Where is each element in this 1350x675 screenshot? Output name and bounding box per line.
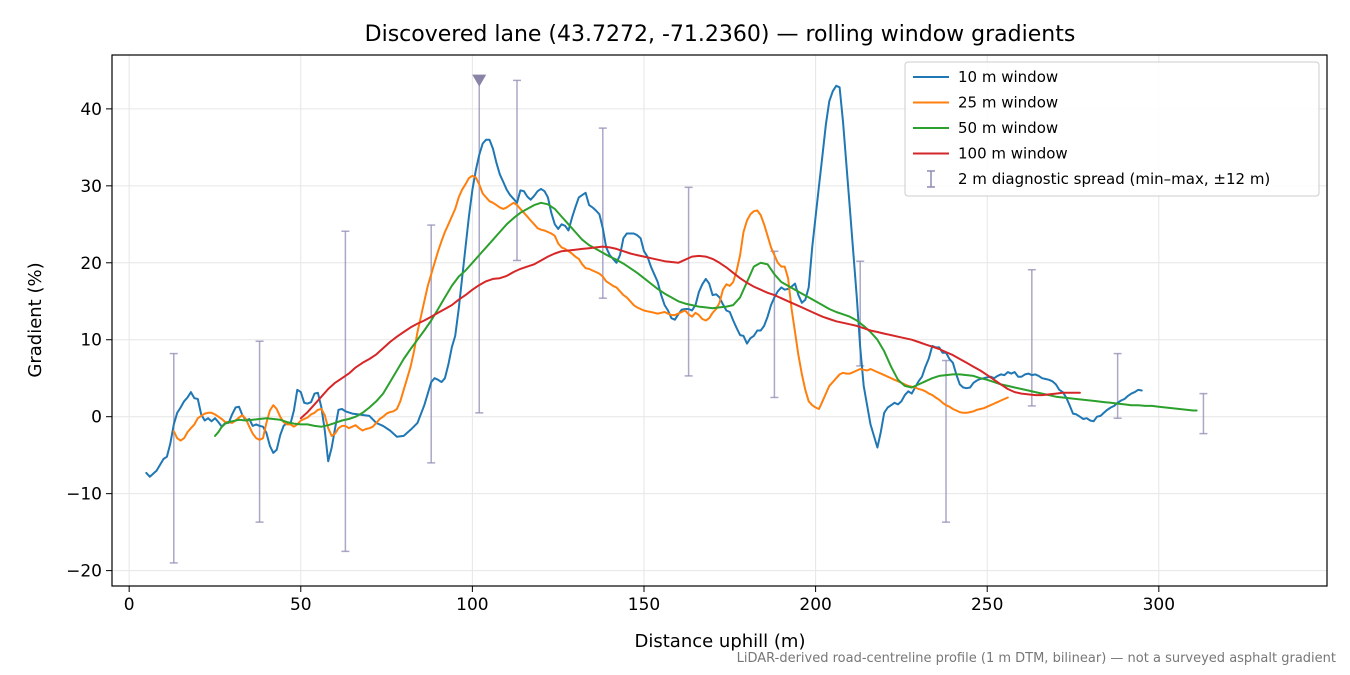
spread-bar (684, 186, 693, 377)
series-line (299, 245, 1081, 420)
spread-bar (341, 230, 350, 553)
spread-bar (942, 359, 951, 523)
y-tick-label: 40 (80, 100, 102, 120)
legend-entry: 10 m window (913, 68, 1058, 86)
y-tick-label: 0 (91, 408, 102, 428)
y-tick-label: −10 (66, 485, 102, 505)
series-line (145, 84, 1143, 478)
y-tick-label: 10 (80, 331, 102, 351)
spread-bar (1027, 268, 1036, 407)
peak-marker (472, 74, 487, 87)
legend-entry: 25 m window (913, 94, 1058, 112)
legend-label: 10 m window (958, 68, 1058, 86)
plot-frame (111, 54, 1328, 587)
x-axis-label: Distance uphill (m) (635, 631, 806, 652)
x-tick-label: 0 (124, 595, 135, 615)
spread-bar (427, 224, 436, 464)
x-tick-label: 300 (1143, 595, 1175, 615)
legend-entry: 2 m diagnostic spread (min–max, ±12 m) (927, 170, 1270, 188)
legend-label: 2 m diagnostic spread (min–max, ±12 m) (958, 170, 1270, 188)
legend-label: 50 m window (958, 119, 1058, 137)
spread-bar (1199, 392, 1208, 435)
footnote: LiDAR-derived road-centreline profile (1… (736, 651, 1336, 666)
spread-bar (475, 77, 484, 414)
y-tick-label: −20 (66, 562, 102, 582)
x-tick-label: 200 (799, 595, 831, 615)
legend-label: 25 m window (958, 94, 1058, 112)
x-tick-label: 250 (971, 595, 1003, 615)
legend-label: 100 m window (958, 145, 1068, 163)
diagnostic-spread-bars (169, 77, 1208, 564)
legend-entry: 50 m window (913, 119, 1058, 137)
axis-ticks: 0 50 100 150 200 250 300 −20 −10 0 10 20 30 40 (66, 100, 1175, 615)
legend: 10 m window 25 m window 50 m window 100 m w… (904, 61, 1320, 197)
spread-bar (513, 79, 521, 262)
y-tick-label: 30 (80, 177, 102, 197)
spread-bar (598, 127, 607, 299)
spread-bar (169, 352, 178, 564)
triangle-down-icon (472, 74, 487, 87)
legend-entry: 100 m window (913, 145, 1068, 163)
x-tick-label: 50 (290, 595, 312, 615)
series-lines (145, 84, 1198, 478)
legend-box (904, 61, 1320, 197)
y-tick-label: 20 (80, 254, 102, 274)
x-tick-label: 150 (628, 595, 660, 615)
series-line (214, 201, 1198, 437)
series-line (172, 174, 1009, 442)
spread-bar (1113, 352, 1122, 419)
y-axis-label: Gradient (%) (25, 262, 46, 377)
x-tick-label: 100 (456, 595, 488, 615)
spread-bar (255, 340, 264, 523)
chart-title: Discovered lane (43.7272, -71.2360) — ro… (365, 22, 1076, 47)
